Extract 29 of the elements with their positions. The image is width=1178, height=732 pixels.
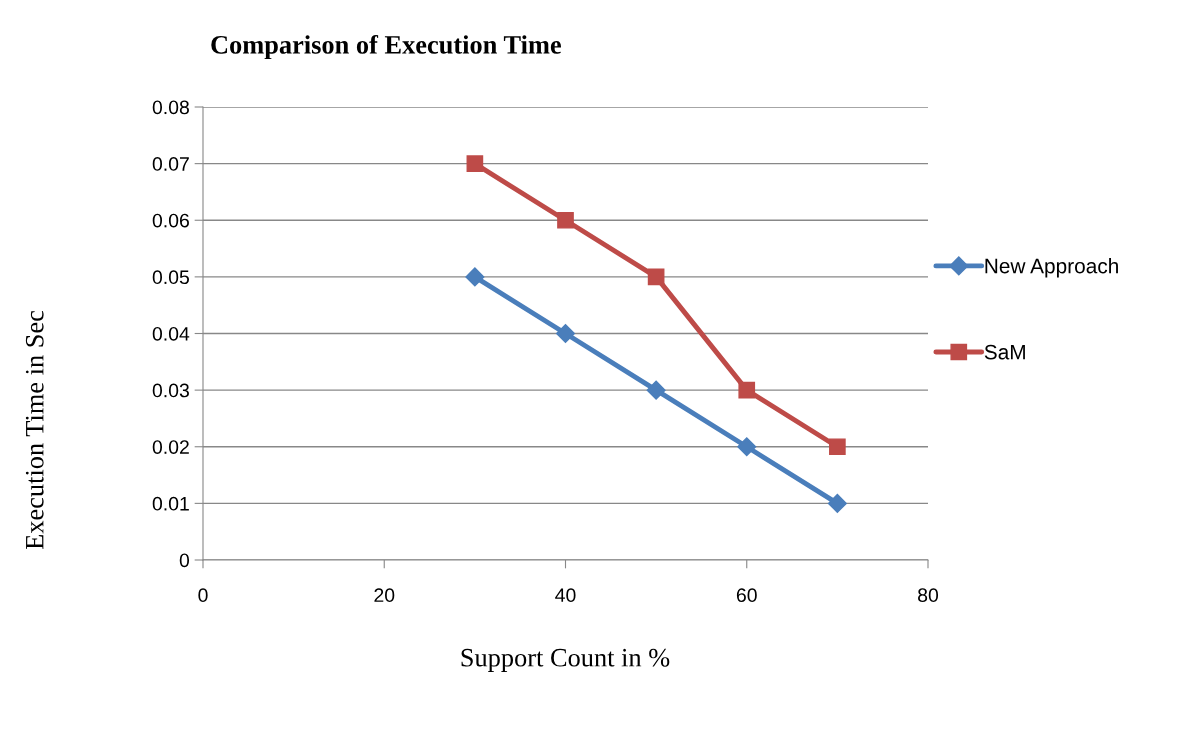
- point: [738, 381, 756, 399]
- point: [555, 323, 576, 344]
- y-tick-label: 0: [179, 553, 190, 568]
- y-axis-title: Execution Time in Sec: [25, 310, 44, 550]
- point: [647, 268, 665, 286]
- y-tick-label: 0.01: [152, 496, 189, 511]
- x-axis-title: Support Count in %: [461, 648, 670, 672]
- point: [737, 437, 757, 457]
- legend-label: New Approach: [985, 258, 1118, 278]
- point: [557, 211, 574, 229]
- x-tick-label: 0: [198, 588, 208, 603]
- y-tick-label: 0.05: [152, 270, 189, 285]
- point: [466, 155, 484, 172]
- x-tick-label: 80: [918, 588, 939, 603]
- legend-label: SaM: [984, 344, 1025, 360]
- x-tick-label: 60: [736, 588, 757, 603]
- chart-title: Comparison of Execution Time: [211, 34, 561, 60]
- point: [829, 438, 846, 456]
- y-tick-label: 0.06: [152, 213, 189, 228]
- y-tick-label: 0.08: [152, 100, 189, 115]
- x-tick-label: 20: [374, 588, 395, 603]
- point: [827, 493, 847, 513]
- y-tick-label: 0.02: [152, 440, 189, 454]
- y-tick-label: 0.04: [152, 326, 190, 341]
- point: [646, 380, 666, 400]
- y-tick-label: 0.07: [152, 157, 189, 171]
- point: [465, 267, 485, 287]
- x-tick-label: 40: [555, 588, 576, 603]
- y-tick-label: 0.03: [152, 383, 189, 398]
